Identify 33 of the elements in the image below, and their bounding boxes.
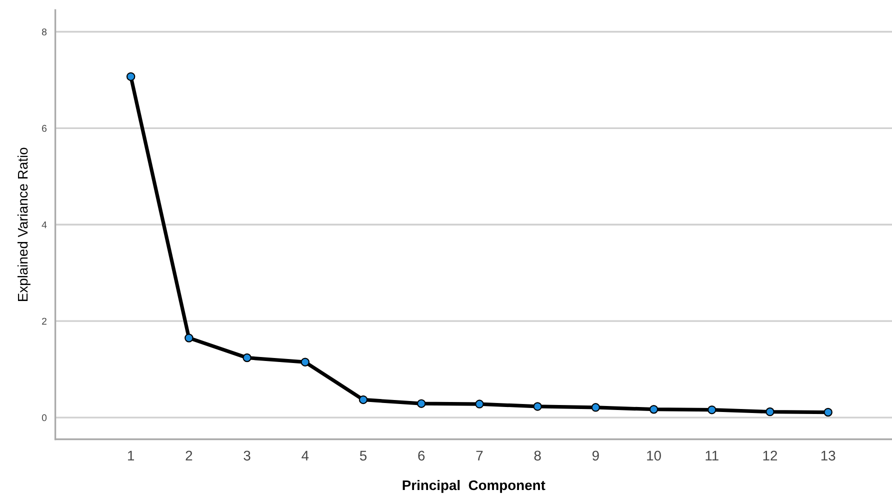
point: [533, 402, 542, 411]
point: [766, 407, 774, 416]
point: [242, 353, 252, 362]
x-tick-label: 3: [244, 450, 250, 461]
x-tick-label: 12: [763, 450, 778, 460]
point: [824, 408, 832, 417]
x-tick-label: 11: [706, 450, 718, 460]
point: [475, 400, 484, 408]
point: [184, 334, 194, 342]
y-tick-label: 4: [42, 221, 47, 228]
x-tick-label: 13: [821, 450, 836, 461]
x-tick-label: 2: [186, 450, 192, 460]
y-tick-label: 6: [42, 124, 47, 132]
point: [591, 403, 600, 412]
point: [708, 405, 716, 414]
point: [649, 404, 658, 414]
x-tick-label: 7: [476, 450, 483, 460]
x-tick-label: 8: [534, 450, 541, 461]
y-tick-label: 8: [42, 28, 47, 36]
point: [300, 358, 310, 366]
x-tick-label: 6: [418, 450, 425, 461]
point: [126, 72, 136, 81]
point: [416, 399, 426, 408]
x-tick-label: 1: [128, 450, 134, 460]
y-axis-title: Explained Variance Ratio: [18, 148, 30, 301]
x-tick-label: 9: [592, 450, 599, 461]
point: [358, 395, 368, 404]
x-tick-label: 5: [360, 450, 367, 461]
x-tick-label: 10: [647, 450, 661, 461]
y-tick-label: 0: [42, 414, 47, 422]
y-tick-label: 2: [42, 318, 46, 325]
x-axis-title: Principal Component: [402, 480, 546, 493]
x-tick-label: 4: [302, 450, 309, 460]
